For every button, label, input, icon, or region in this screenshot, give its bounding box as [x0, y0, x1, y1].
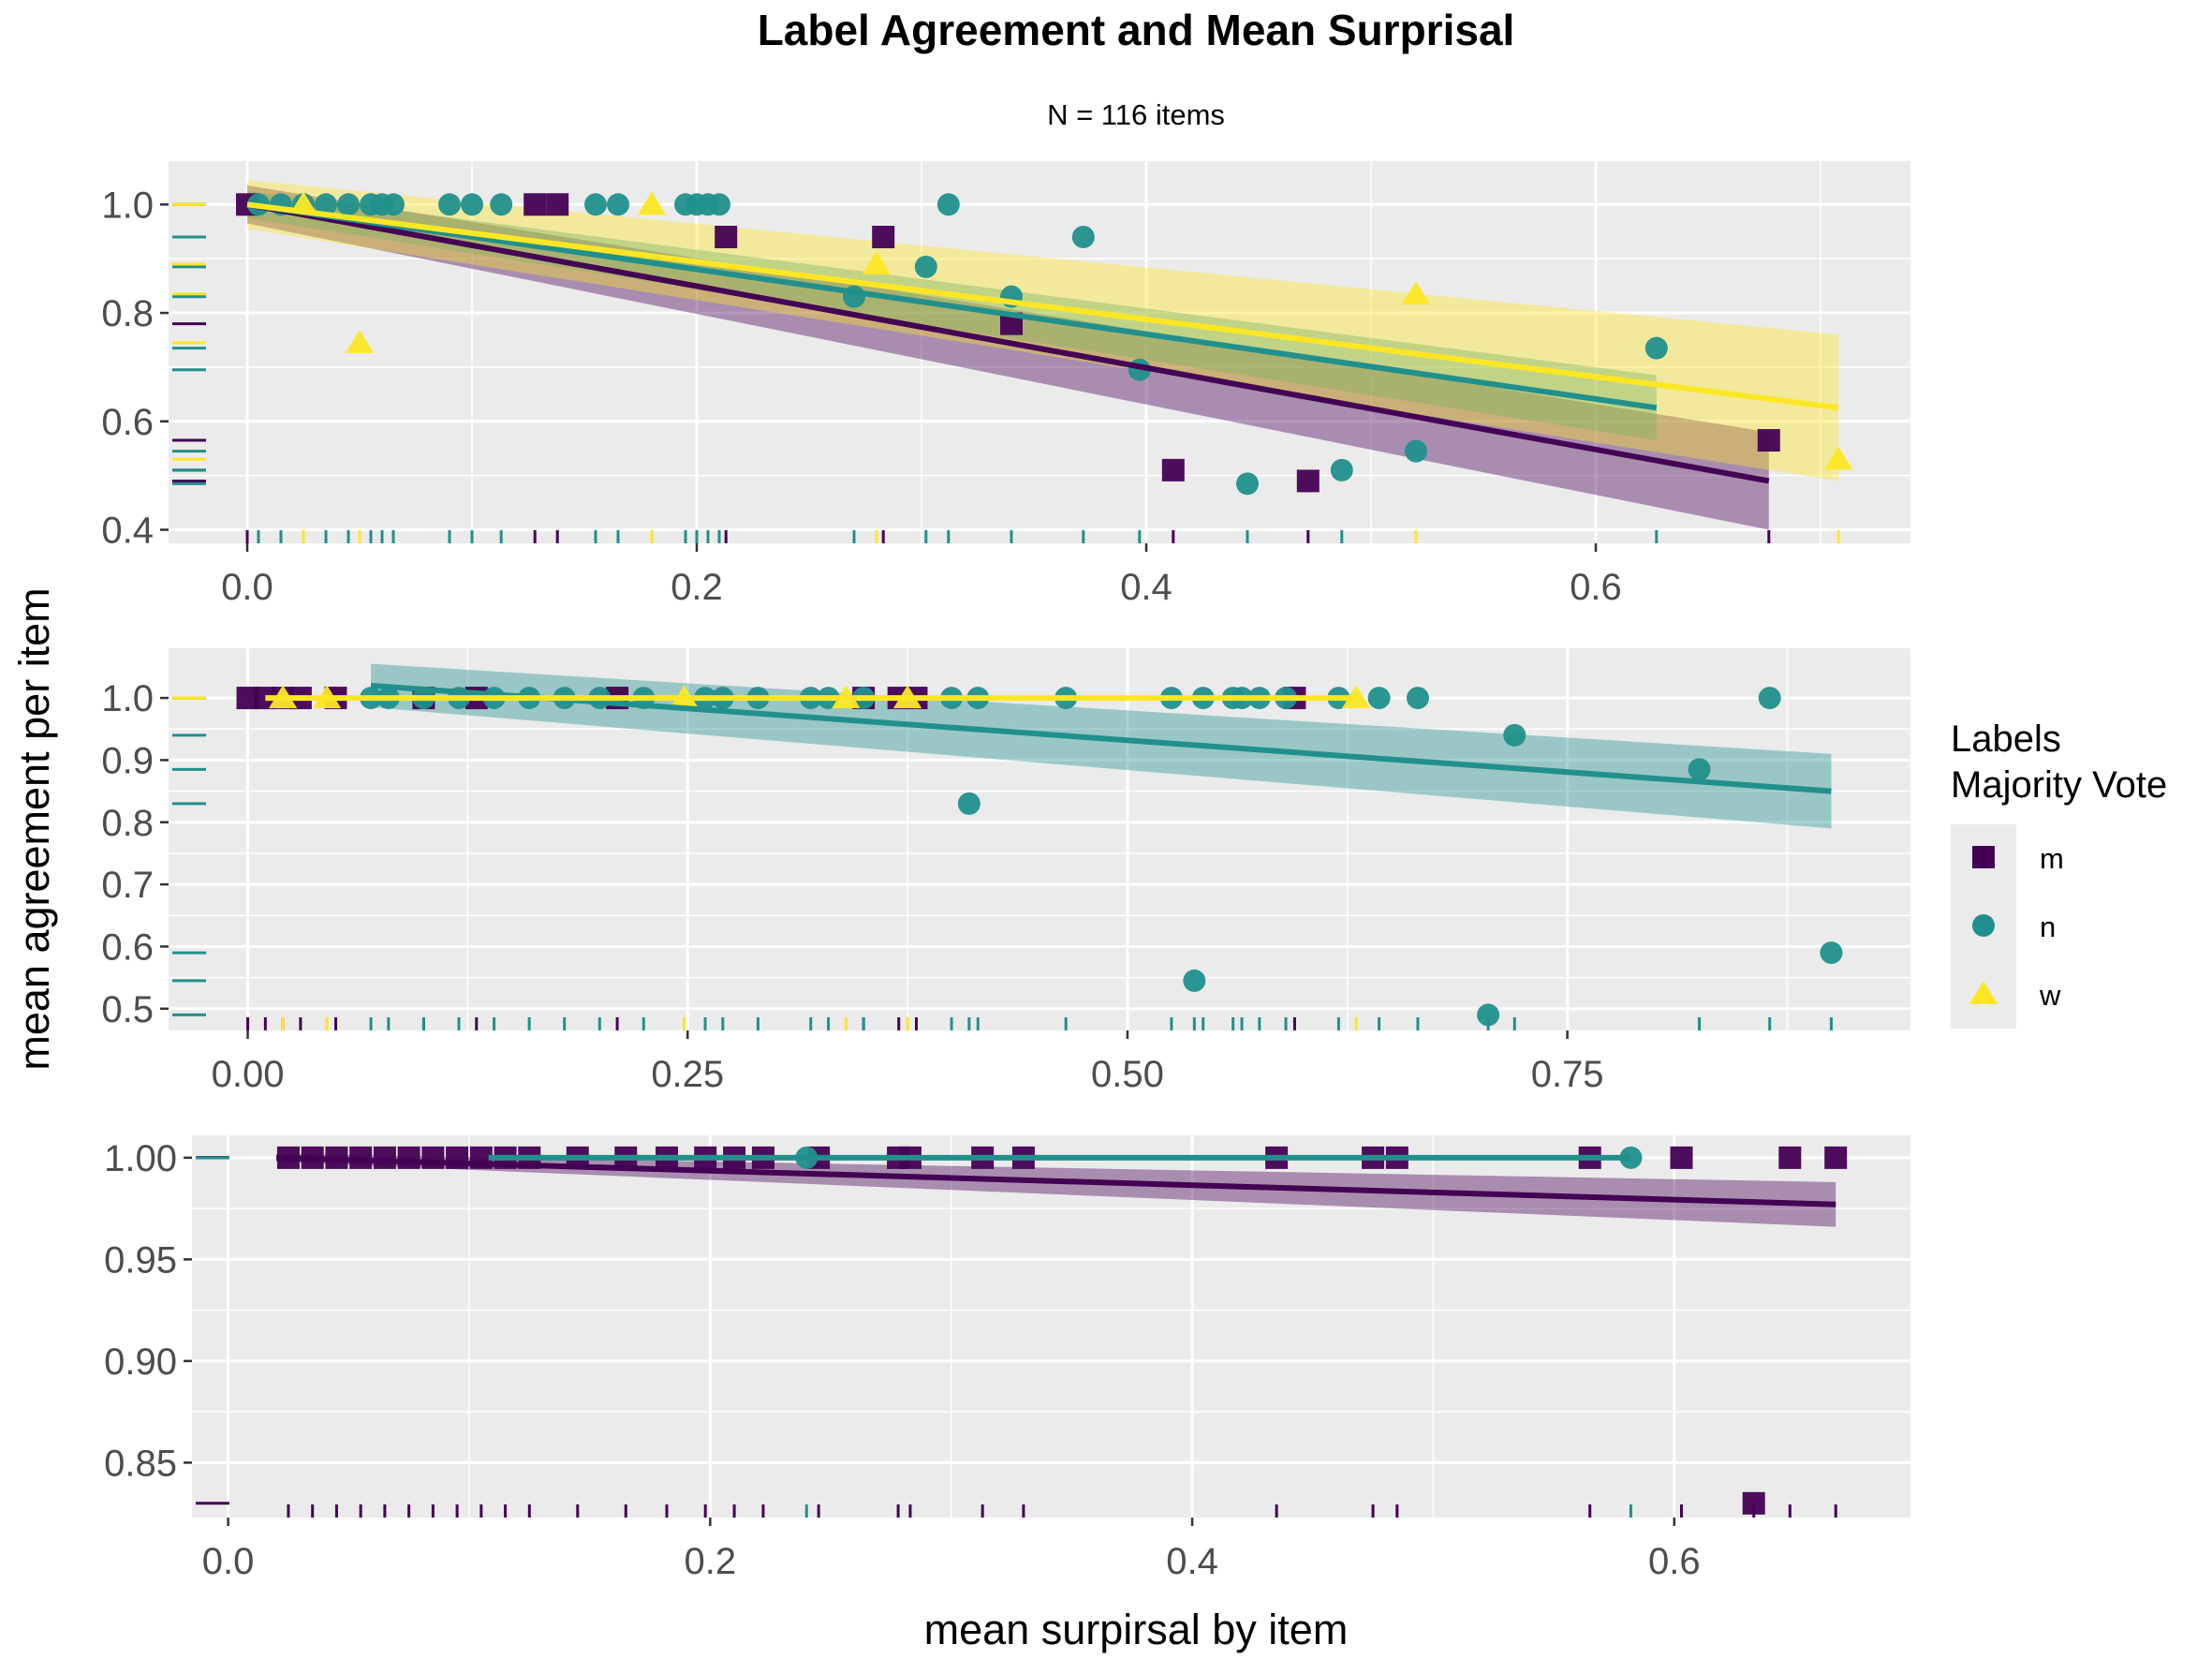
fit-line-n	[246, 201, 1658, 411]
x-tick-label: 0.25	[651, 1054, 724, 1095]
data-point-n	[1236, 472, 1259, 496]
y-tick-label: 1.0	[101, 185, 154, 226]
data-point-w	[862, 251, 892, 274]
data-point-n	[1406, 687, 1429, 710]
x-tick-label: 0.75	[1531, 1054, 1604, 1095]
data-point-m	[546, 193, 569, 216]
data-point-n	[438, 193, 461, 216]
data-point-m	[1296, 469, 1320, 493]
chart-subtitle: N = 116 items	[1047, 98, 1225, 131]
data-point-n	[607, 193, 629, 216]
data-point-n	[1071, 226, 1095, 249]
data-point-m	[1161, 458, 1185, 481]
data-point-m	[1670, 1146, 1693, 1169]
data-point-n	[1758, 687, 1781, 710]
x-tick-label: 0.2	[685, 1541, 737, 1582]
y-axis-title: mean agreement per item	[10, 587, 58, 1070]
data-point-m	[1742, 1491, 1765, 1515]
data-point-n	[1820, 941, 1843, 965]
data-point-m	[1778, 1146, 1802, 1169]
data-point-n	[1405, 439, 1427, 463]
fit-line-m	[246, 201, 1770, 484]
y-tick-label: 0.7	[101, 865, 154, 906]
data-point-m	[397, 1146, 420, 1169]
data-point-n	[957, 792, 981, 815]
data-point-n	[1367, 687, 1391, 710]
y-tick-label: 0.90	[104, 1341, 177, 1383]
legend: Labels Majority Vote m n w	[1951, 718, 2167, 1029]
panel-3: 0.0 0.2 0.4 0.6 0.85 0.90 0.95 1.00	[104, 1135, 1910, 1582]
fit-line-n	[370, 682, 1832, 794]
fit-line-m	[275, 1154, 1836, 1207]
x-tick-label: 0.4	[1166, 1541, 1218, 1582]
data-point-n	[1477, 1003, 1500, 1027]
y-tick-label: 0.95	[104, 1239, 177, 1281]
data-point-m	[524, 193, 547, 216]
y-tick-label: 0.8	[101, 293, 154, 334]
data-point-n	[584, 193, 607, 216]
data-point-n	[337, 193, 360, 216]
legend-label-m: m	[2040, 842, 2064, 875]
x-tick-label: 0.0	[221, 567, 273, 608]
data-point-n	[1688, 758, 1711, 781]
legend-key-m	[1972, 846, 1995, 868]
data-point-m	[715, 226, 738, 249]
chart-title: Label Agreement and Mean Surprisal	[758, 6, 1515, 54]
legend-label-n: n	[2040, 911, 2056, 943]
data-point-n	[315, 193, 337, 216]
y-tick-label: 0.8	[101, 803, 154, 844]
fit-line-w	[246, 201, 1839, 411]
x-axis-title: mean surpirsal by item	[924, 1606, 1349, 1653]
y-tick-label: 0.4	[101, 511, 154, 552]
data-point-n	[1330, 458, 1353, 481]
data-point-n	[1503, 723, 1526, 747]
data-point-n	[461, 193, 483, 216]
data-point-w	[345, 330, 375, 353]
data-point-n	[382, 193, 405, 216]
data-point-m	[1824, 1146, 1848, 1169]
data-point-m	[373, 1146, 396, 1169]
data-point-w	[1342, 685, 1371, 709]
legend-key-w	[1969, 981, 1998, 1005]
y-tick-label: 0.6	[101, 402, 154, 443]
legend-title-line-2: Majority Vote	[1951, 764, 2167, 806]
x-tick-label: 0.6	[1570, 567, 1622, 608]
data-point-n	[1183, 969, 1206, 992]
y-tick-label: 0.9	[101, 740, 154, 781]
legend-title-line-1: Labels	[1951, 718, 2061, 760]
data-point-n	[914, 255, 937, 278]
y-tick-label: 0.5	[101, 989, 154, 1030]
data-point-m	[1757, 429, 1780, 452]
panel-1: 0.0 0.2 0.4 0.6 0.4 0.6 0.8 1.0	[101, 161, 1910, 608]
ci-band-n	[371, 663, 1832, 829]
panel-background	[169, 161, 1910, 543]
x-tick-label: 0.00	[212, 1054, 285, 1095]
y-tick-label: 1.0	[101, 678, 154, 719]
data-point-n	[490, 193, 513, 216]
data-point-m	[421, 1146, 445, 1169]
panel-2: 0.00 0.25 0.50 0.75 0.5 0.6 0.7 0.8 0.9 1.0	[101, 648, 1910, 1095]
data-point-n	[1644, 336, 1668, 360]
data-point-w	[637, 191, 667, 215]
panel-background	[169, 648, 1910, 1030]
y-tick-label: 1.00	[104, 1138, 177, 1179]
x-tick-label: 0.0	[202, 1541, 255, 1582]
data-point-w	[1824, 446, 1853, 470]
legend-label-w: w	[2039, 979, 2061, 1012]
data-point-m	[872, 226, 895, 249]
x-tick-label: 0.4	[1120, 567, 1172, 608]
x-tick-label: 0.50	[1091, 1054, 1164, 1095]
data-point-w	[1401, 280, 1431, 304]
data-point-n	[708, 193, 730, 216]
y-tick-label: 0.6	[101, 926, 154, 968]
y-tick-label: 0.85	[104, 1443, 177, 1484]
x-tick-label: 0.2	[671, 567, 723, 608]
legend-key-n	[1972, 914, 1995, 937]
data-point-n	[936, 193, 960, 216]
x-tick-label: 0.6	[1648, 1541, 1701, 1582]
